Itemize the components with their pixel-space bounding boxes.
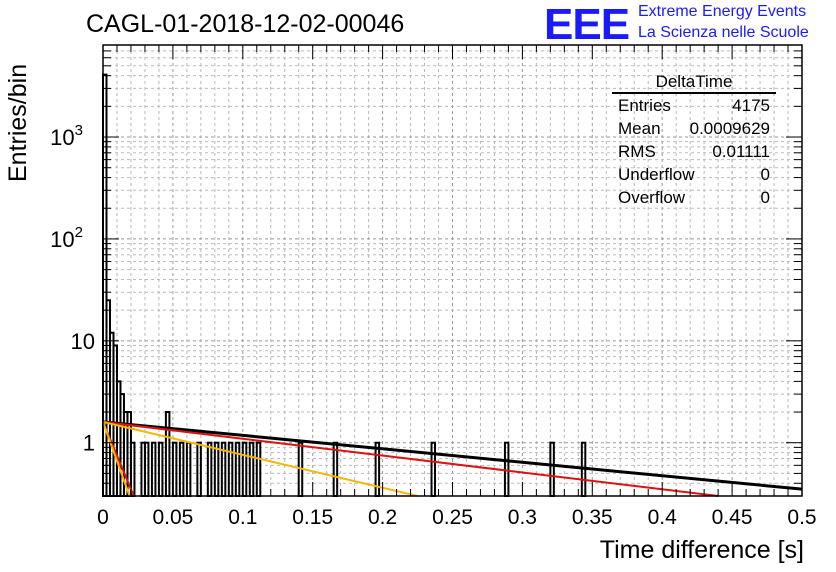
histogram-bin <box>430 441 437 497</box>
stats-label: Underflow <box>618 165 695 184</box>
y-tick-label: 103 <box>50 122 83 150</box>
histogram-bin <box>196 441 202 497</box>
stats-title: DeltaTime <box>612 72 776 94</box>
fit-line <box>102 420 418 497</box>
fit-line <box>102 421 131 497</box>
stats-row: RMS 0.01111 <box>612 140 776 163</box>
histogram-bin <box>503 441 510 497</box>
x-tick-label: 0.05 <box>152 506 193 529</box>
histogram-bin <box>150 441 157 497</box>
x-tick-label: 0.15 <box>292 506 333 529</box>
x-tick-label: 0.1 <box>228 506 257 529</box>
stats-row: Entries 4175 <box>612 94 776 117</box>
y-tick-label: 102 <box>50 224 83 252</box>
stats-value: 0 <box>760 165 770 184</box>
histogram-bin <box>213 441 220 497</box>
x-tick-label: 0.5 <box>787 506 816 529</box>
stats-box: DeltaTime Entries 4175 Mean 0.0009629 RMS 0.0… <box>612 72 776 209</box>
x-tick-label: 0.2 <box>368 506 397 529</box>
histogram-bin <box>374 441 381 497</box>
stats-value: 0 <box>760 188 770 207</box>
histogram-bin <box>185 441 192 497</box>
stats-value: 0.0009629 <box>689 119 770 138</box>
stats-label: Overflow <box>618 188 686 207</box>
x-tick-label: 0.25 <box>432 506 473 529</box>
histogram-bin <box>157 441 164 497</box>
stats-value: 0.01111 <box>712 142 770 161</box>
x-axis-label: Time difference [s] <box>599 536 804 564</box>
logo-line-1: Extreme Energy Events <box>638 3 807 20</box>
stats-label: Mean <box>618 119 661 138</box>
histogram-bin <box>164 411 171 498</box>
x-tick-label: 0.45 <box>712 506 753 529</box>
histogram-bin <box>143 441 150 497</box>
stats-label: Entries <box>618 96 671 115</box>
stats-label: RMS <box>618 142 656 161</box>
x-tick-label: 0 <box>97 506 109 529</box>
y-tick-label: 10 <box>71 329 95 354</box>
histogram-bin <box>241 441 248 497</box>
histogram-bin <box>248 441 255 497</box>
y-tick-label: 1 <box>83 431 95 456</box>
stats-row: Mean 0.0009629 <box>612 117 776 140</box>
histogram-bin <box>234 441 241 497</box>
stats-rows: Entries 4175 Mean 0.0009629 RMS 0.01111 Underf… <box>612 94 776 209</box>
x-tick-label: 0.35 <box>572 506 613 529</box>
stats-row: Overflow 0 <box>612 186 776 209</box>
chart-title: CAGL-01-2018-12-02-00046 <box>86 10 405 38</box>
stats-row: Underflow 0 <box>612 163 776 186</box>
stats-value: 4175 <box>732 96 770 115</box>
histogram-bin <box>171 441 178 497</box>
histogram-bin <box>206 441 213 497</box>
histogram-bin <box>549 441 555 497</box>
eee-logo: EEE <box>544 0 630 49</box>
histogram-bin <box>255 441 262 497</box>
fit-line <box>102 420 803 491</box>
logo-line-2: La Scienza nelle Scuole <box>638 24 809 41</box>
y-axis-label: Entries/bin <box>4 63 32 182</box>
x-tick-label: 0.4 <box>648 506 678 529</box>
fit-line <box>102 420 719 497</box>
x-tick-label: 0.3 <box>508 506 537 529</box>
histogram-bin <box>178 441 185 497</box>
